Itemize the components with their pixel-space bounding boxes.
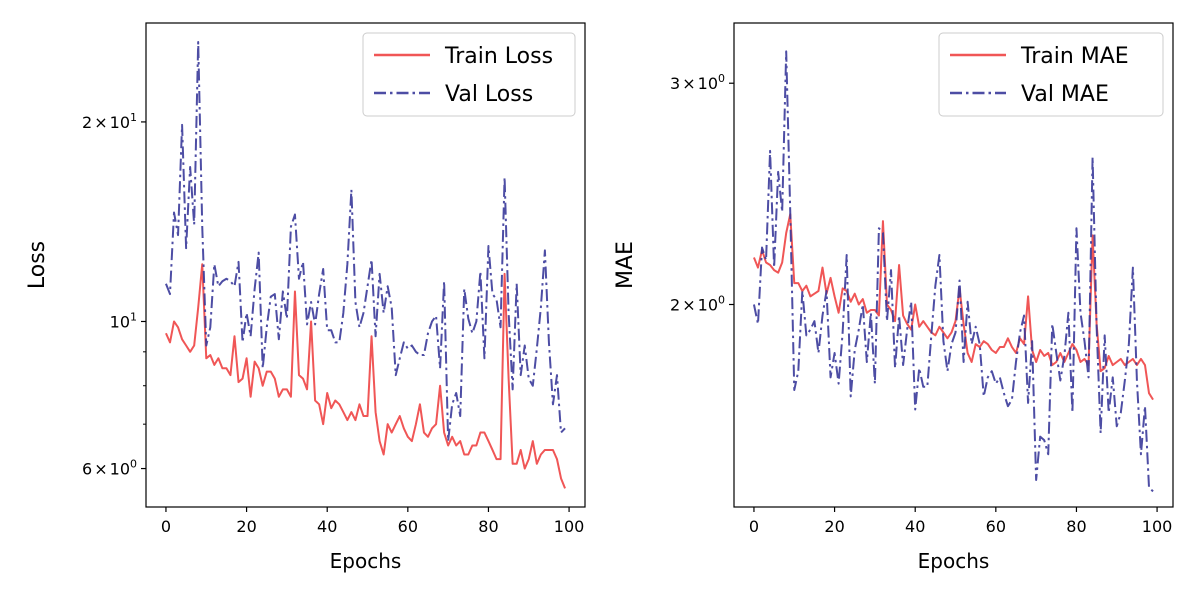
x-axis-label: Epochs xyxy=(330,549,402,573)
x-tick-label: 80 xyxy=(1066,517,1086,536)
series-line-val-mae xyxy=(752,50,1154,493)
x-tick-label: 40 xyxy=(905,517,925,536)
y-tick-exponent: 0 xyxy=(718,72,725,85)
legend: Train MAE Val MAE xyxy=(938,32,1164,117)
legend-label: Val MAE xyxy=(1021,82,1109,107)
legend-label: Train MAE xyxy=(1020,44,1129,69)
x-tick-label: 80 xyxy=(478,517,498,536)
legend-label: Val Loss xyxy=(445,82,533,107)
y-tick-exponent: 0 xyxy=(718,293,725,306)
x-tick-label: 100 xyxy=(1142,517,1173,536)
y-tick-mantissa: 3 xyxy=(670,74,680,93)
y-tick-mantissa: 2 xyxy=(670,295,680,314)
legend: Train Loss Val Loss xyxy=(362,32,576,117)
x-tick-label: 20 xyxy=(236,517,256,536)
y-tick-mantissa: 6 xyxy=(82,460,92,479)
y-tick-times: × xyxy=(94,113,107,132)
axes-frame xyxy=(733,22,1174,508)
y-axis-label: MAE xyxy=(613,241,638,289)
y-tick-exponent: 1 xyxy=(130,111,137,124)
y-tick-exponent: 1 xyxy=(130,310,137,323)
x-tick-label: 60 xyxy=(398,517,418,536)
series-line-val-loss xyxy=(165,40,566,443)
y-tick-base: 10 xyxy=(698,74,718,93)
y-tick-base: 10 xyxy=(110,312,130,331)
series-line-train-loss xyxy=(165,263,566,489)
x-tick-label: 0 xyxy=(161,517,171,536)
x-axis-label: Epochs xyxy=(918,549,990,573)
y-tick-label: 101 xyxy=(110,310,137,331)
y-tick-label: 6 × 100 xyxy=(82,458,137,479)
axes-frame xyxy=(145,22,586,508)
legend-label: Train Loss xyxy=(444,44,553,69)
y-tick-times: × xyxy=(682,74,695,93)
y-tick-exponent: 0 xyxy=(130,458,137,471)
x-tick-label: 20 xyxy=(824,517,844,536)
x-tick-label: 40 xyxy=(317,517,337,536)
y-tick-times: × xyxy=(682,295,695,314)
x-tick-label: 60 xyxy=(986,517,1006,536)
y-tick-base: 10 xyxy=(698,295,718,314)
y-tick-label: 2 × 101 xyxy=(82,111,137,132)
x-tick-label: 0 xyxy=(749,517,759,536)
y-tick-label: 3 × 100 xyxy=(670,72,725,93)
y-tick-mantissa: 2 xyxy=(82,113,92,132)
x-tick-label: 100 xyxy=(554,517,585,536)
y-tick-times: × xyxy=(94,460,107,479)
y-tick-base: 10 xyxy=(110,113,130,132)
y-tick-base: 10 xyxy=(110,460,130,479)
y-axis-label: Loss xyxy=(25,241,50,289)
y-tick-label: 2 × 100 xyxy=(670,293,725,314)
